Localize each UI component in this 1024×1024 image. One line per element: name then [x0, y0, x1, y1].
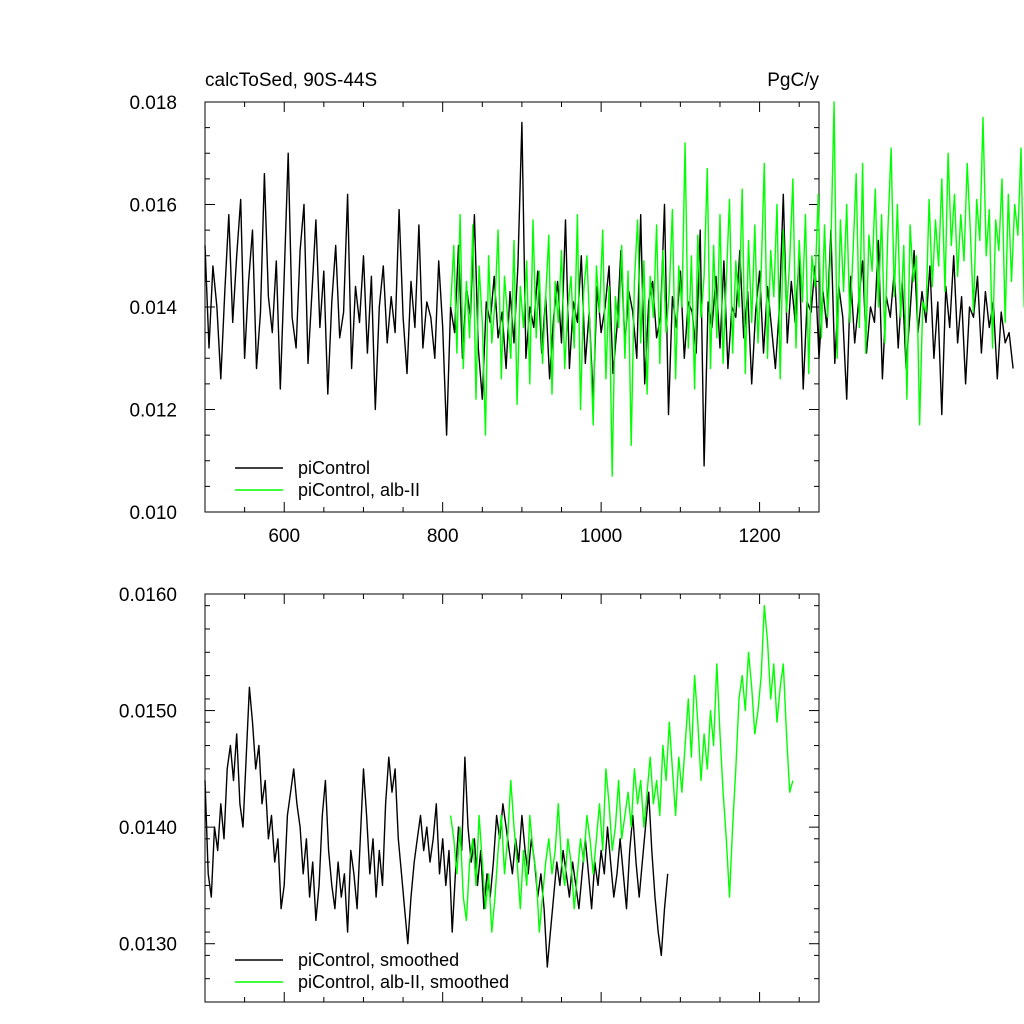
top-x-tick-label: 600	[268, 526, 300, 547]
top-legend-label-alb-ii: piControl, alb-II	[298, 480, 420, 500]
bottom-y-tick-label: 0.0160	[119, 585, 177, 606]
top-legend-label-picontrol: piControl	[298, 458, 370, 478]
bottom-y-tick-label: 0.0130	[119, 935, 177, 956]
bottom-y-tick-label: 0.0150	[119, 702, 177, 723]
bottom-legend-label-alb-ii-smoothed: piControl, alb-II, smoothed	[298, 972, 509, 992]
top-y-tick-label: 0.014	[129, 298, 177, 319]
top-y-tick-label: 0.012	[129, 401, 177, 422]
bottom-axis-tick-labels: 0.0130 0.0140 0.0150 0.0160	[119, 585, 177, 956]
top-axis-tick-labels: 600 800 1000 1200 0.010 0.012 0.014 0.016 0.018	[129, 93, 780, 547]
bottom-axis-ticks	[204, 593, 819, 1003]
top-y-tick-label: 0.010	[129, 503, 177, 524]
top-axis-ticks	[204, 101, 819, 513]
top-x-tick-label: 1000	[580, 526, 622, 547]
top-title-left: calcToSed, 90S-44S	[205, 70, 377, 91]
bottom-series-line-picontrol-smoothed	[204, 686, 669, 968]
top-title-right: PgC/y	[767, 70, 819, 91]
top-y-tick-label: 0.016	[129, 196, 177, 217]
bottom-series-line-picontrol-alb-ii-smoothed	[449, 605, 794, 933]
top-panel: calcToSed, 90S-44S PgC/y 600 800 1000 1200 0…	[129, 70, 1024, 547]
bottom-legend-label-picontrol-smoothed: piControl, smoothed	[298, 950, 459, 970]
top-series-line-picontrol-alb-ii	[449, 101, 1024, 477]
bottom-legend: piControl, smoothed piControl, alb-II, s…	[235, 950, 509, 992]
top-series-group	[204, 101, 1024, 477]
top-y-tick-label: 0.018	[129, 93, 177, 114]
top-x-tick-label: 800	[427, 526, 459, 547]
top-legend: piControl piControl, alb-II	[235, 458, 420, 500]
top-series-line-picontrol	[204, 121, 1014, 467]
top-x-tick-label: 1200	[738, 526, 780, 547]
bottom-series-group	[204, 605, 794, 968]
bottom-y-tick-label: 0.0140	[119, 818, 177, 839]
bottom-panel: 0.0130 0.0140 0.0150 0.0160 piControl, smoo…	[119, 585, 820, 1003]
